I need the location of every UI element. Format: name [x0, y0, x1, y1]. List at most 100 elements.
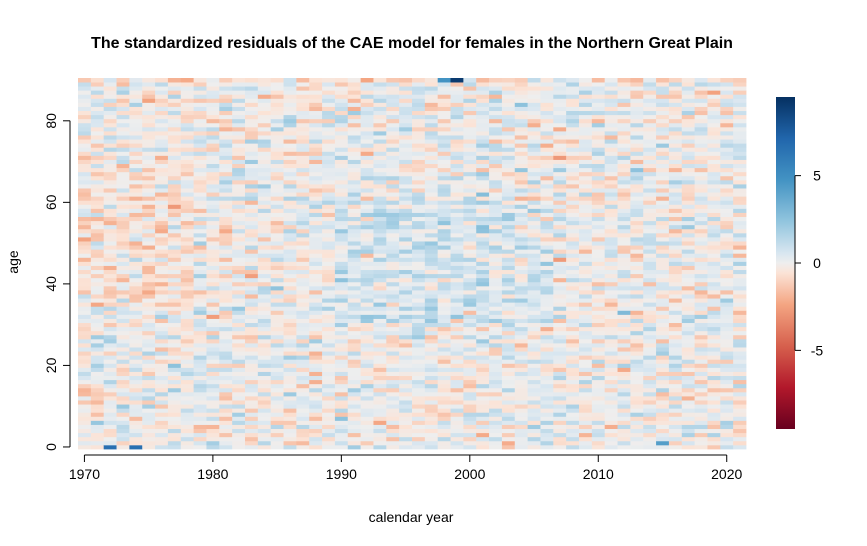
- heatmap-cell: [463, 379, 477, 385]
- heatmap-cell: [296, 432, 310, 438]
- heatmap-cell: [399, 208, 413, 213]
- heatmap-cell: [360, 396, 374, 401]
- heatmap-cell: [489, 428, 503, 434]
- heatmap-cell: [489, 241, 503, 246]
- heatmap-cell: [694, 106, 708, 112]
- heatmap-cell: [553, 249, 567, 254]
- heatmap-cell: [219, 143, 233, 148]
- heatmap-cell: [476, 306, 490, 311]
- heatmap-cell: [643, 155, 657, 160]
- heatmap-cell: [489, 159, 503, 165]
- heatmap-cell: [656, 204, 670, 209]
- heatmap-cell: [386, 391, 400, 397]
- heatmap-cell: [476, 420, 490, 425]
- heatmap-cell: [643, 163, 657, 169]
- heatmap-cell: [360, 322, 374, 328]
- heatmap-cell: [579, 436, 593, 442]
- heatmap-cell: [463, 143, 477, 148]
- heatmap-cell: [424, 147, 439, 152]
- heatmap-cell: [399, 273, 413, 279]
- heatmap-cell: [437, 424, 451, 430]
- heatmap-cell: [129, 151, 143, 156]
- heatmap-cell: [219, 285, 233, 291]
- heatmap-cell: [334, 126, 349, 132]
- heatmap-cell: [630, 302, 644, 307]
- heatmap-cell: [437, 106, 451, 112]
- heatmap-cell: [103, 404, 117, 409]
- heatmap-cell: [386, 424, 400, 430]
- heatmap-cell: [424, 355, 439, 360]
- heatmap-cell: [604, 420, 618, 425]
- heatmap-cell: [373, 204, 387, 209]
- heatmap-cell: [78, 208, 92, 213]
- heatmap-cell: [232, 179, 246, 185]
- heatmap-cell: [694, 363, 708, 368]
- heatmap-cell: [206, 281, 220, 287]
- heatmap-cell: [155, 171, 169, 177]
- heatmap-cell: [643, 355, 657, 360]
- heatmap-cell: [476, 118, 490, 124]
- heatmap-cell: [78, 379, 92, 385]
- heatmap-cell: [656, 224, 670, 230]
- heatmap-cell: [668, 135, 683, 140]
- heatmap-cell: [399, 192, 413, 197]
- heatmap-cell: [540, 232, 554, 238]
- heatmap-cell: [245, 375, 259, 381]
- heatmap-cell: [270, 90, 284, 95]
- heatmap-cell: [463, 351, 477, 356]
- heatmap-cell: [681, 318, 696, 324]
- heatmap-cell: [309, 334, 323, 340]
- heatmap-cell: [116, 102, 130, 107]
- heatmap-cell: [540, 78, 554, 83]
- heatmap-cell: [720, 212, 734, 218]
- heatmap-cell: [694, 188, 708, 193]
- heatmap-cell: [707, 314, 721, 319]
- heatmap-cell: [630, 265, 644, 271]
- heatmap-cell: [630, 143, 644, 148]
- heatmap-cell: [527, 347, 541, 352]
- heatmap-cell: [103, 159, 117, 165]
- heatmap-cell: [309, 347, 323, 352]
- heatmap-cell: [463, 147, 477, 152]
- heatmap-cell: [681, 359, 696, 364]
- heatmap-cell: [591, 330, 606, 336]
- heatmap-cell: [591, 391, 606, 397]
- heatmap-cell: [579, 412, 593, 417]
- heatmap-cell: [322, 355, 336, 360]
- heatmap-cell: [322, 245, 336, 250]
- heatmap-cell: [347, 347, 362, 352]
- heatmap-cell: [78, 220, 92, 226]
- heatmap-cell: [694, 326, 708, 332]
- heatmap-cell: [527, 436, 541, 442]
- heatmap-cell: [373, 110, 387, 116]
- heatmap-cell: [309, 216, 323, 222]
- heatmap-cell: [720, 440, 734, 446]
- heatmap-cell: [501, 391, 516, 397]
- heatmap-cell: [296, 359, 310, 364]
- heatmap-cell: [514, 265, 529, 271]
- heatmap-cell: [334, 151, 349, 156]
- heatmap-cell: [322, 265, 336, 271]
- heatmap-cell: [694, 151, 708, 156]
- heatmap-cell: [334, 179, 349, 185]
- heatmap-cell: [668, 175, 683, 181]
- heatmap-cell: [412, 257, 426, 262]
- heatmap-cell: [193, 147, 207, 152]
- heatmap-cell: [245, 86, 259, 91]
- heatmap-cell: [463, 216, 477, 222]
- heatmap-cell: [527, 428, 541, 434]
- heatmap-cell: [309, 428, 323, 434]
- heatmap-cell: [501, 192, 516, 197]
- heatmap-cell: [668, 106, 683, 112]
- heatmap-cell: [386, 196, 400, 201]
- heatmap-cell: [681, 343, 696, 348]
- heatmap-cell: [270, 118, 284, 124]
- heatmap-cell: [553, 424, 567, 430]
- heatmap-cell: [643, 379, 657, 385]
- heatmap-cell: [309, 204, 323, 209]
- heatmap-cell: [707, 131, 721, 136]
- heatmap-cell: [489, 110, 503, 116]
- heatmap-cell: [245, 306, 259, 311]
- heatmap-cell: [270, 428, 284, 434]
- heatmap-cell: [180, 102, 195, 107]
